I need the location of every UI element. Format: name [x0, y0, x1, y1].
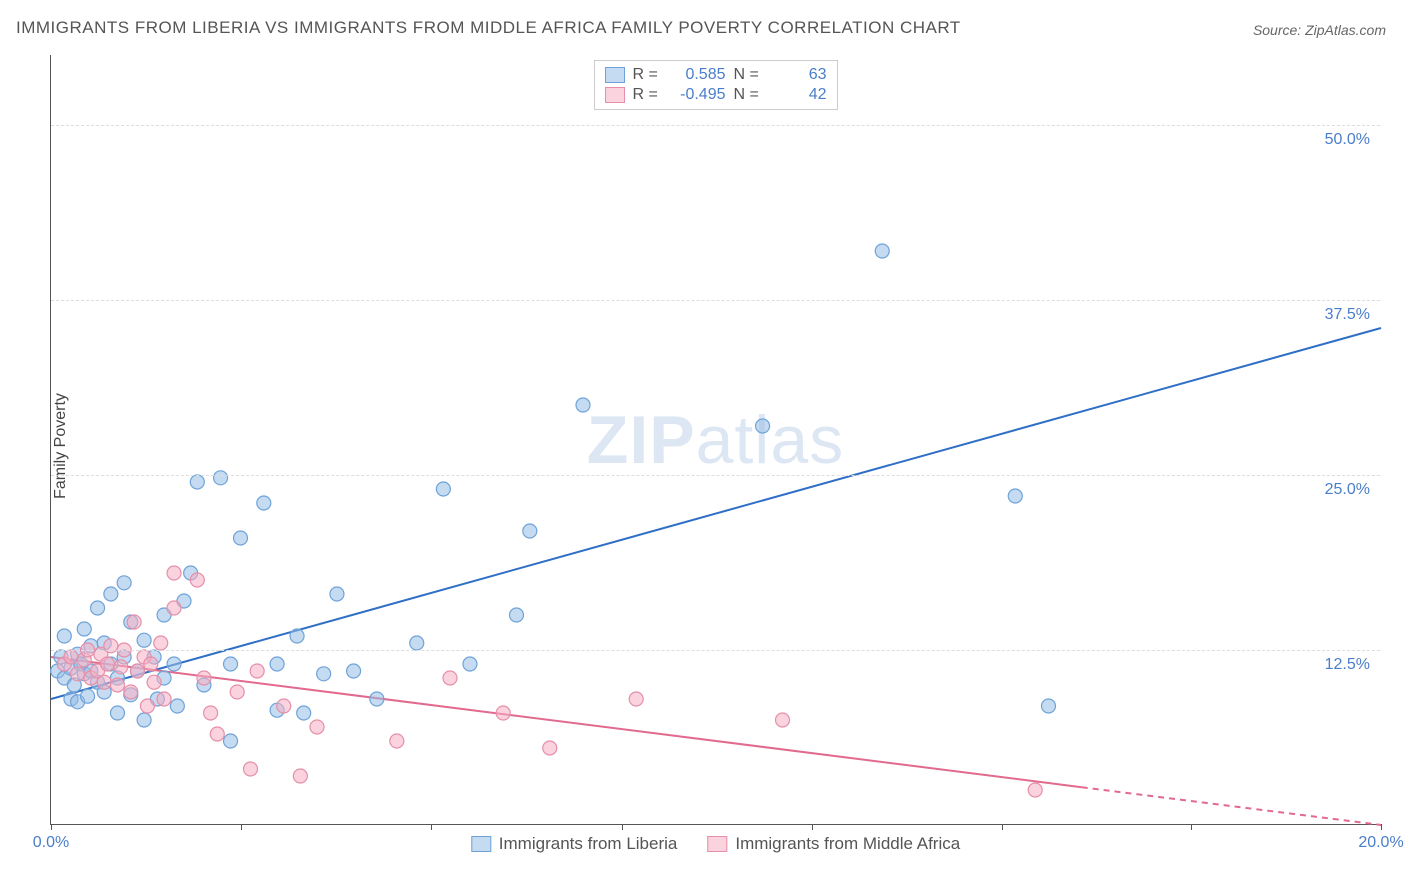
x-tick — [622, 824, 623, 830]
gridline — [51, 300, 1380, 301]
point-middle_africa — [101, 657, 115, 671]
x-tick — [1381, 824, 1382, 830]
gridline — [51, 475, 1380, 476]
trendline-dashed-middle_africa — [1082, 787, 1381, 825]
point-middle_africa — [197, 671, 211, 685]
swatch-middle-africa — [707, 836, 727, 852]
point-liberia — [463, 657, 477, 671]
point-liberia — [170, 699, 184, 713]
point-liberia — [1042, 699, 1056, 713]
point-middle_africa — [1028, 783, 1042, 797]
swatch-liberia — [471, 836, 491, 852]
point-liberia — [91, 601, 105, 615]
series-legend: Immigrants from Liberia Immigrants from … — [471, 834, 960, 854]
point-middle_africa — [244, 762, 258, 776]
trendline-liberia — [51, 328, 1381, 699]
point-liberia — [81, 689, 95, 703]
point-liberia — [137, 713, 151, 727]
point-middle_africa — [250, 664, 264, 678]
x-tick — [1002, 824, 1003, 830]
point-liberia — [224, 734, 238, 748]
point-middle_africa — [111, 678, 125, 692]
point-middle_africa — [776, 713, 790, 727]
point-middle_africa — [140, 699, 154, 713]
point-middle_africa — [124, 685, 138, 699]
point-middle_africa — [293, 769, 307, 783]
point-middle_africa — [496, 706, 510, 720]
point-liberia — [190, 475, 204, 489]
point-liberia — [875, 244, 889, 258]
point-middle_africa — [114, 660, 128, 674]
point-middle_africa — [97, 675, 111, 689]
point-middle_africa — [230, 685, 244, 699]
point-middle_africa — [64, 650, 78, 664]
point-middle_africa — [157, 692, 171, 706]
point-middle_africa — [310, 720, 324, 734]
gridline — [51, 650, 1380, 651]
x-tick — [1191, 824, 1192, 830]
point-middle_africa — [629, 692, 643, 706]
point-liberia — [510, 608, 524, 622]
point-liberia — [104, 587, 118, 601]
point-liberia — [290, 629, 304, 643]
point-middle_africa — [277, 699, 291, 713]
source-attribution: Source: ZipAtlas.com — [1253, 22, 1386, 38]
plot-area: ZIPatlas R = 0.585 N = 63 R = -0.495 N =… — [50, 55, 1380, 825]
chart-title: IMMIGRANTS FROM LIBERIA VS IMMIGRANTS FR… — [16, 18, 961, 38]
point-middle_africa — [130, 664, 144, 678]
point-liberia — [297, 706, 311, 720]
point-middle_africa — [144, 657, 158, 671]
x-tick — [812, 824, 813, 830]
legend-item-liberia: Immigrants from Liberia — [471, 834, 678, 854]
legend-label-middle-africa: Immigrants from Middle Africa — [735, 834, 960, 854]
legend-label-liberia: Immigrants from Liberia — [499, 834, 678, 854]
point-liberia — [257, 496, 271, 510]
point-liberia — [234, 531, 248, 545]
point-liberia — [224, 657, 238, 671]
y-tick-label: 25.0% — [1325, 481, 1370, 499]
point-liberia — [111, 706, 125, 720]
point-middle_africa — [127, 615, 141, 629]
point-liberia — [576, 398, 590, 412]
point-middle_africa — [543, 741, 557, 755]
y-tick-label: 12.5% — [1325, 656, 1370, 674]
point-middle_africa — [390, 734, 404, 748]
x-tick-label: 0.0% — [33, 834, 69, 852]
point-middle_africa — [167, 601, 181, 615]
point-liberia — [317, 667, 331, 681]
point-middle_africa — [190, 573, 204, 587]
point-liberia — [117, 576, 131, 590]
gridline — [51, 125, 1380, 126]
point-liberia — [523, 524, 537, 538]
y-tick-label: 50.0% — [1325, 131, 1370, 149]
point-middle_africa — [204, 706, 218, 720]
point-liberia — [370, 692, 384, 706]
legend-item-middle-africa: Immigrants from Middle Africa — [707, 834, 960, 854]
point-middle_africa — [210, 727, 224, 741]
point-middle_africa — [167, 566, 181, 580]
point-liberia — [330, 587, 344, 601]
point-liberia — [167, 657, 181, 671]
point-middle_africa — [443, 671, 457, 685]
point-middle_africa — [154, 636, 168, 650]
x-tick — [431, 824, 432, 830]
point-middle_africa — [71, 667, 85, 681]
point-liberia — [214, 471, 228, 485]
y-tick-label: 37.5% — [1325, 306, 1370, 324]
x-tick-label: 20.0% — [1358, 834, 1403, 852]
point-liberia — [347, 664, 361, 678]
plot-svg — [51, 55, 1380, 824]
x-tick — [51, 824, 52, 830]
point-liberia — [436, 482, 450, 496]
point-liberia — [77, 622, 91, 636]
point-liberia — [1008, 489, 1022, 503]
point-liberia — [270, 657, 284, 671]
point-middle_africa — [147, 675, 161, 689]
correlation-chart: IMMIGRANTS FROM LIBERIA VS IMMIGRANTS FR… — [0, 0, 1406, 892]
point-liberia — [410, 636, 424, 650]
point-liberia — [57, 629, 71, 643]
point-liberia — [756, 419, 770, 433]
point-liberia — [137, 633, 151, 647]
x-tick — [241, 824, 242, 830]
